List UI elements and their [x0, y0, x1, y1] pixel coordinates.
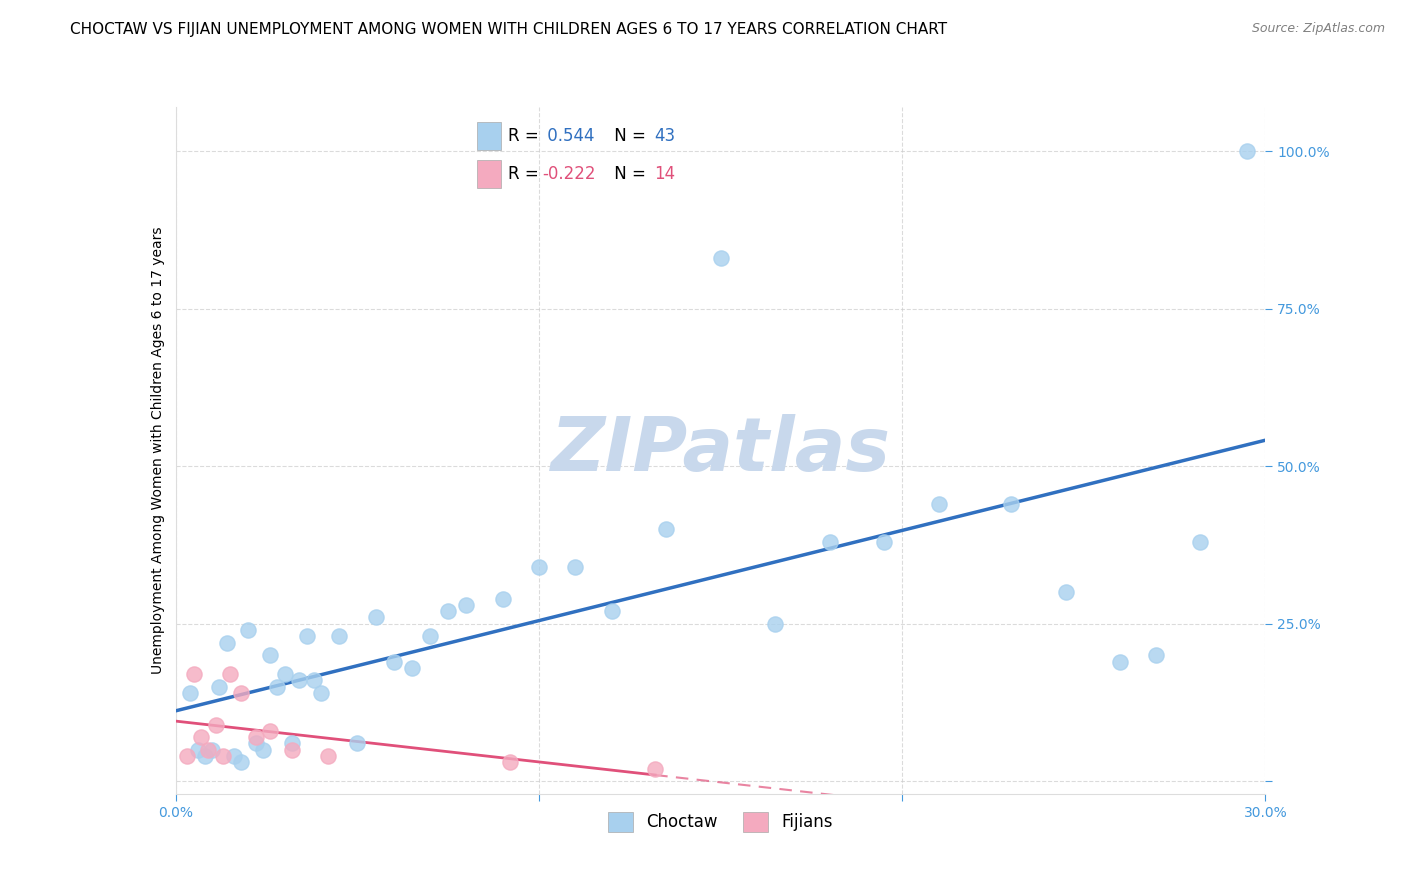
Point — [710, 252, 733, 266]
Point — [281, 743, 304, 757]
Point — [231, 686, 253, 700]
Point — [201, 743, 224, 757]
Text: CHOCTAW VS FIJIAN UNEMPLOYMENT AMONG WOMEN WITH CHILDREN AGES 6 TO 17 YEARS CORR: CHOCTAW VS FIJIAN UNEMPLOYMENT AMONG WOM… — [70, 22, 948, 37]
Point — [208, 680, 231, 694]
Point — [295, 629, 318, 643]
Text: R =: R = — [509, 165, 544, 183]
Point — [1000, 497, 1022, 511]
Point — [215, 635, 238, 649]
Point — [259, 723, 281, 738]
Point — [179, 686, 201, 700]
Point — [309, 686, 332, 700]
Point — [401, 661, 423, 675]
Point — [176, 749, 198, 764]
Text: 43: 43 — [655, 127, 676, 145]
Text: ZIPatlas: ZIPatlas — [551, 414, 890, 487]
Point — [1236, 144, 1258, 158]
Point — [238, 623, 260, 637]
Y-axis label: Unemployment Among Women with Children Ages 6 to 17 years: Unemployment Among Women with Children A… — [150, 227, 165, 674]
Point — [1109, 655, 1132, 669]
FancyBboxPatch shape — [477, 160, 501, 188]
Point — [288, 673, 311, 688]
Point — [281, 736, 304, 750]
Point — [245, 736, 267, 750]
Point — [245, 730, 267, 744]
Point — [183, 667, 205, 681]
Point — [644, 762, 666, 776]
Point — [1146, 648, 1168, 663]
Point — [655, 522, 678, 536]
Point — [382, 655, 405, 669]
Point — [266, 680, 288, 694]
Point — [231, 756, 253, 770]
Point — [190, 730, 212, 744]
Point — [364, 610, 387, 624]
FancyBboxPatch shape — [477, 122, 501, 150]
Text: N =: N = — [609, 127, 651, 145]
Point — [346, 736, 368, 750]
Point — [222, 749, 245, 764]
Point — [204, 717, 226, 731]
Text: Source: ZipAtlas.com: Source: ZipAtlas.com — [1251, 22, 1385, 36]
Point — [600, 604, 623, 618]
Point — [318, 749, 340, 764]
Point — [564, 560, 586, 574]
Point — [194, 749, 217, 764]
Point — [219, 667, 242, 681]
Text: R =: R = — [509, 127, 544, 145]
Point — [1189, 534, 1212, 549]
Point — [492, 591, 515, 606]
Point — [818, 534, 841, 549]
Point — [873, 534, 896, 549]
Point — [1054, 585, 1077, 599]
Point — [302, 673, 325, 688]
Point — [212, 749, 235, 764]
Point — [197, 743, 219, 757]
Point — [763, 616, 786, 631]
Point — [419, 629, 441, 643]
Text: N =: N = — [609, 165, 651, 183]
Point — [186, 743, 209, 757]
Text: 14: 14 — [655, 165, 676, 183]
Point — [456, 598, 478, 612]
Point — [259, 648, 281, 663]
Point — [527, 560, 550, 574]
Text: -0.222: -0.222 — [541, 165, 595, 183]
Legend: Choctaw, Fijians: Choctaw, Fijians — [600, 804, 841, 840]
Point — [928, 497, 950, 511]
Point — [252, 743, 274, 757]
Point — [437, 604, 460, 618]
Text: 0.544: 0.544 — [541, 127, 595, 145]
Point — [328, 629, 350, 643]
Point — [499, 756, 522, 770]
Point — [274, 667, 297, 681]
